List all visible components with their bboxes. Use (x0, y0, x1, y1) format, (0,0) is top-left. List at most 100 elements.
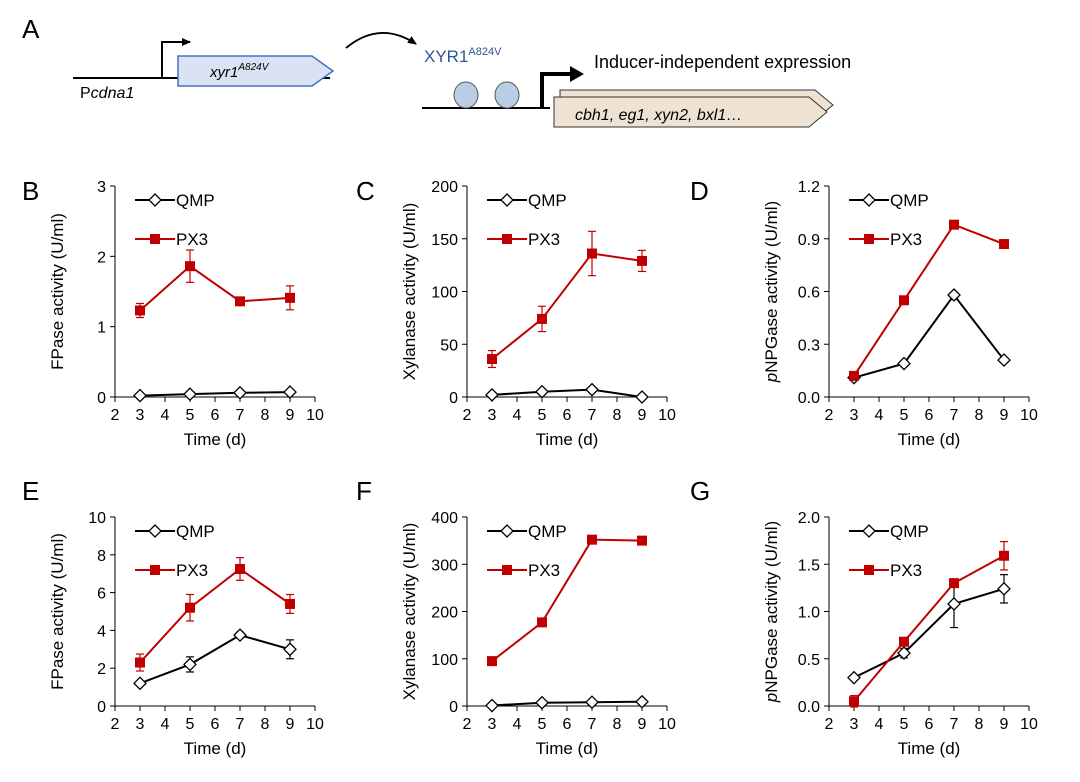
x-axis-label: Time (d) (536, 430, 599, 449)
schematic-panel-a: A xyr1A824V Pcdna1 XYR1A824V Inducer-ind… (22, 14, 851, 128)
data-point-px3 (849, 370, 859, 381)
x-tick-label: 4 (513, 716, 522, 733)
x-tick-label: 10 (658, 716, 676, 733)
legend-marker-px3 (502, 565, 512, 575)
panel-letter: G (690, 476, 710, 506)
legend-label-px3: PX3 (176, 230, 208, 249)
chart-panel-d: D 0.0 0.3 0.6 0.9 1.2 2 3 4 5 6 7 8 9 10 Time (d) pNPGas… (690, 176, 1038, 449)
data-point-px3 (637, 535, 647, 546)
y-tick-label: 2 (97, 249, 106, 266)
x-tick-label: 9 (638, 407, 647, 424)
data-point-qmp (283, 642, 297, 657)
data-point-qmp (183, 657, 197, 672)
x-tick-label: 3 (850, 716, 859, 733)
x-tick-label: 6 (211, 716, 220, 733)
y-tick-label: 300 (431, 557, 458, 574)
x-axis-label: Time (d) (898, 739, 961, 758)
x-tick-label: 10 (658, 407, 676, 424)
y-tick-label: 6 (97, 586, 106, 603)
gene-box-xyr1 (177, 55, 335, 87)
data-point-qmp (635, 694, 649, 709)
y-tick-label: 3 (97, 179, 106, 196)
y-tick-label: 1 (97, 320, 106, 337)
data-point-px3 (537, 313, 547, 324)
data-point-qmp (283, 385, 297, 399)
y-tick-label: 50 (440, 337, 458, 354)
x-tick-label: 8 (261, 716, 270, 733)
y-axis-label-text: FPase activity (U/ml) (48, 213, 67, 370)
transition-arrow-icon (345, 32, 417, 49)
x-tick-label: 4 (513, 407, 522, 424)
series-line-qmp (491, 388, 643, 398)
data-point-qmp (485, 387, 499, 402)
legend-label-qmp: QMP (528, 522, 567, 541)
x-tick-label: 8 (613, 407, 622, 424)
x-tick-label: 3 (136, 407, 145, 424)
x-tick-label: 9 (286, 716, 295, 733)
x-axis-label: Time (d) (536, 739, 599, 758)
x-tick-label: 3 (488, 407, 497, 424)
y-axis-label: pNPGase activity (U/ml) (762, 521, 781, 703)
y-axis-label: Xylanase activity (U/ml) (400, 203, 419, 381)
data-point-qmp (897, 356, 911, 371)
expression-label: Inducer-independent expression (594, 52, 851, 72)
x-tick-label: 4 (875, 716, 884, 733)
data-point-qmp (897, 646, 911, 660)
x-tick-label: 5 (538, 716, 547, 733)
data-point-qmp (947, 288, 961, 302)
legend-marker-px3 (150, 565, 160, 575)
y-axis-label: pNPGase activity (U/ml) (762, 201, 781, 383)
data-point-qmp (947, 597, 961, 611)
legend-label-px3: PX3 (528, 230, 560, 249)
y-axis-label: Xylanase activity (U/ml) (400, 523, 419, 701)
legend-marker-px3 (864, 234, 874, 244)
y-tick-label: 1.0 (798, 605, 820, 622)
legend-label-px3: PX3 (528, 561, 560, 580)
data-point-px3 (185, 602, 195, 613)
data-point-px3 (899, 636, 909, 647)
y-axis-label-text: Xylanase activity (U/ml) (400, 523, 419, 701)
x-tick-label: 7 (950, 716, 959, 733)
x-tick-label: 8 (975, 716, 984, 733)
data-point-px3 (999, 239, 1009, 250)
data-point-px3 (185, 261, 195, 272)
panel-letter: D (690, 176, 709, 206)
chart-panel-f: F 0 100 200 300 400 2 3 4 5 6 7 8 9 10 Time (d) Xylanase… (356, 476, 676, 758)
x-tick-label: 9 (286, 407, 295, 424)
chart-panel-c: C 0 50 100 150 200 2 3 4 5 6 7 8 9 10 Time (d) Xylanase … (356, 176, 676, 449)
y-tick-label: 0.3 (798, 337, 820, 354)
tf-binding-icon (494, 81, 520, 109)
x-tick-label: 6 (925, 407, 934, 424)
x-tick-label: 2 (111, 407, 120, 424)
y-tick-label: 2 (97, 661, 106, 678)
data-point-px3 (949, 578, 959, 589)
x-tick-label: 10 (306, 716, 324, 733)
y-tick-label: 200 (431, 179, 458, 196)
y-axis-label: FPase activity (U/ml) (48, 213, 67, 370)
legend-label-px3: PX3 (176, 561, 208, 580)
x-tick-label: 9 (1000, 407, 1009, 424)
y-tick-label: 8 (97, 548, 106, 565)
x-tick-label: 7 (588, 407, 597, 424)
x-tick-label: 8 (613, 716, 622, 733)
promoter-arrow-left-icon (161, 38, 191, 78)
series-line-px3 (139, 567, 291, 664)
promoter-label: Pcdna1 (80, 85, 134, 102)
x-tick-label: 5 (538, 407, 547, 424)
y-axis-label-text: NPGase activity (U/ml) (762, 521, 781, 693)
data-point-qmp (535, 384, 549, 399)
x-tick-label: 8 (261, 407, 270, 424)
x-tick-label: 6 (563, 716, 572, 733)
y-tick-label: 0.6 (798, 285, 820, 302)
data-point-px3 (135, 305, 145, 316)
data-point-px3 (949, 219, 959, 230)
data-point-px3 (235, 563, 245, 574)
series-line-px3 (491, 252, 643, 360)
legend-marker-qmp (862, 524, 876, 538)
legend-marker-px3 (150, 234, 160, 244)
y-tick-label: 0.5 (798, 652, 820, 669)
x-tick-label: 7 (950, 407, 959, 424)
x-tick-label: 5 (186, 716, 195, 733)
